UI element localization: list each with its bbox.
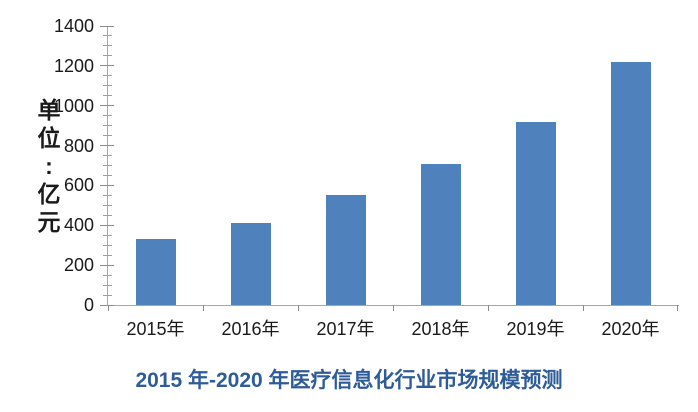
y-axis-minor-tick [103, 174, 112, 176]
y-axis-title-char: 单 [37, 97, 61, 123]
y-axis-major-tick [100, 145, 114, 147]
y-axis-tick-label: 400 [63, 215, 94, 236]
x-axis-category-label: 2020年 [601, 319, 660, 339]
bar-2017年 [325, 195, 366, 305]
x-axis-tick [488, 305, 489, 311]
y-axis-major-tick [100, 264, 114, 266]
y-axis-minor-tick [103, 274, 112, 276]
y-axis-minor-tick [103, 55, 112, 57]
y-axis-minor-tick [103, 125, 112, 127]
x-axis-category-label: 2017年 [316, 319, 375, 339]
bar-2018年 [420, 163, 461, 305]
x-axis-tick [583, 305, 584, 311]
x-axis-tick [393, 305, 394, 311]
y-axis-minor-tick [103, 204, 112, 206]
y-axis-tick-label: 800 [63, 135, 94, 156]
chart-title: 2015 年-2020 年医疗信息化行业市场规模预测 [135, 369, 563, 392]
y-axis-minor-tick [103, 45, 112, 47]
y-axis-minor-tick [103, 254, 112, 256]
y-axis-minor-tick [103, 244, 112, 246]
plot-area: 0 200 400 600 800 1000 1200 1400 2015年 2016年 2017年… [54, 16, 679, 339]
y-axis-minor-tick [103, 95, 112, 97]
y-axis-major-tick [100, 304, 114, 306]
y-axis-major-tick [100, 105, 114, 107]
bar-2016年 [230, 223, 271, 305]
y-axis-minor-tick [103, 194, 112, 196]
x-axis-category-label: 2018年 [411, 319, 470, 339]
y-axis-minor-tick [103, 115, 112, 117]
y-axis-major-tick [100, 65, 114, 67]
bar-2015年 [135, 239, 176, 305]
y-axis-minor-tick [103, 165, 112, 166]
x-axis-category-label: 2016年 [221, 319, 280, 339]
y-axis-minor-tick [103, 294, 112, 296]
y-axis-title-char: : [45, 153, 53, 179]
y-axis-tick-label: 200 [63, 255, 94, 276]
y-axis-title-char: 位 [37, 125, 61, 151]
x-axis-tick [298, 305, 299, 311]
y-axis-tick-label: 1400 [53, 16, 94, 36]
y-axis-tick-label: 0 [83, 295, 94, 315]
x-axis-tick [203, 305, 204, 311]
x-axis-category-label: 2015年 [126, 319, 185, 339]
y-axis-tick-label: 1000 [53, 95, 94, 116]
y-axis-title-char: 元 [37, 209, 61, 235]
y-axis-minor-tick [103, 284, 112, 286]
y-axis-title: 单位:亿元 [32, 96, 66, 236]
y-axis-minor-tick [103, 35, 112, 37]
y-axis-tick-label: 600 [63, 175, 94, 196]
y-axis-minor-tick [103, 85, 112, 87]
y-axis-minor-tick [103, 75, 112, 77]
y-axis-major-tick [100, 184, 114, 186]
bar-2019年 [515, 121, 556, 305]
bar-2020年 [610, 61, 651, 305]
y-axis-major-tick [100, 25, 114, 27]
x-axis-category-label: 2019年 [506, 319, 565, 339]
y-axis-minor-tick [103, 234, 112, 236]
x-axis-tick [677, 305, 678, 311]
y-axis-title-char: 亿 [37, 181, 61, 207]
y-axis-tick-label: 1200 [53, 55, 94, 76]
y-axis-minor-tick [103, 155, 112, 157]
y-axis-minor-tick [103, 135, 112, 137]
y-axis-major-tick [100, 224, 114, 226]
y-axis-minor-tick [103, 214, 112, 216]
x-axis-tick [108, 305, 109, 311]
